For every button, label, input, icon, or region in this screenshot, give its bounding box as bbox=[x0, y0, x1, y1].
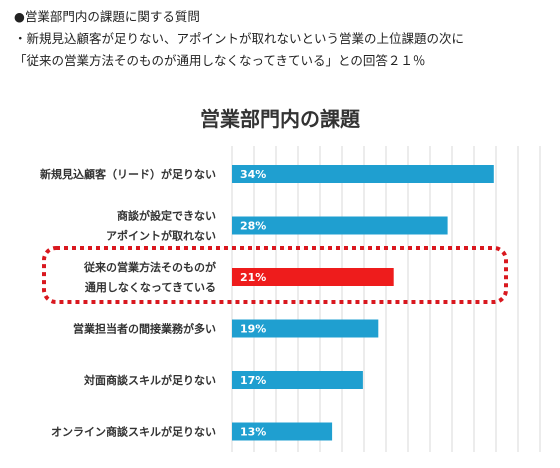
category-label-1-1: アポイントが取れない bbox=[106, 229, 216, 243]
category-label-0-0: 新規見込顧客（リード）が足りない bbox=[40, 167, 216, 181]
highlight-box bbox=[42, 246, 508, 304]
intro-text: ●営業部門内の課題に関する質問 ・新規見込顧客が足りない、アポイントが取れないと… bbox=[14, 6, 554, 72]
data-label-0: 34% bbox=[240, 168, 266, 181]
bar-2 bbox=[232, 268, 394, 286]
bar-0 bbox=[232, 165, 494, 183]
intro-heading: ●営業部門内の課題に関する質問 bbox=[14, 9, 200, 24]
bar-3 bbox=[232, 319, 379, 338]
bar-1 bbox=[232, 216, 448, 235]
category-label-2-0: 従来の営業方法そのものが bbox=[83, 260, 216, 274]
chart-title: 営業部門内の課題 bbox=[200, 107, 361, 131]
category-label-5-0: オンライン商談スキルが足りない bbox=[51, 425, 216, 439]
category-label-4-0: 対面商談スキルが足りない bbox=[83, 373, 216, 387]
data-label-4: 17% bbox=[240, 374, 266, 387]
category-label-1-0: 商談が設定できない bbox=[117, 209, 216, 223]
bar-5 bbox=[232, 422, 333, 441]
category-label-2-1: 通用しなくなってきている bbox=[85, 281, 216, 294]
data-label-3: 19% bbox=[240, 323, 266, 336]
intro-line-1: ・新規見込顧客が足りない、アポイントが取れないという営業の上位課題の次に bbox=[14, 31, 465, 46]
bar-4 bbox=[232, 371, 363, 389]
data-label-5: 13% bbox=[240, 426, 266, 439]
category-label-3-0: 営業担当者の間接業務が多い bbox=[73, 322, 216, 336]
data-label-2: 21% bbox=[240, 271, 266, 284]
data-label-1: 28% bbox=[240, 220, 266, 233]
intro-line-2: 「従来の営業方法そのものが通用しなくなってきている」との回答２１％ bbox=[14, 53, 426, 68]
